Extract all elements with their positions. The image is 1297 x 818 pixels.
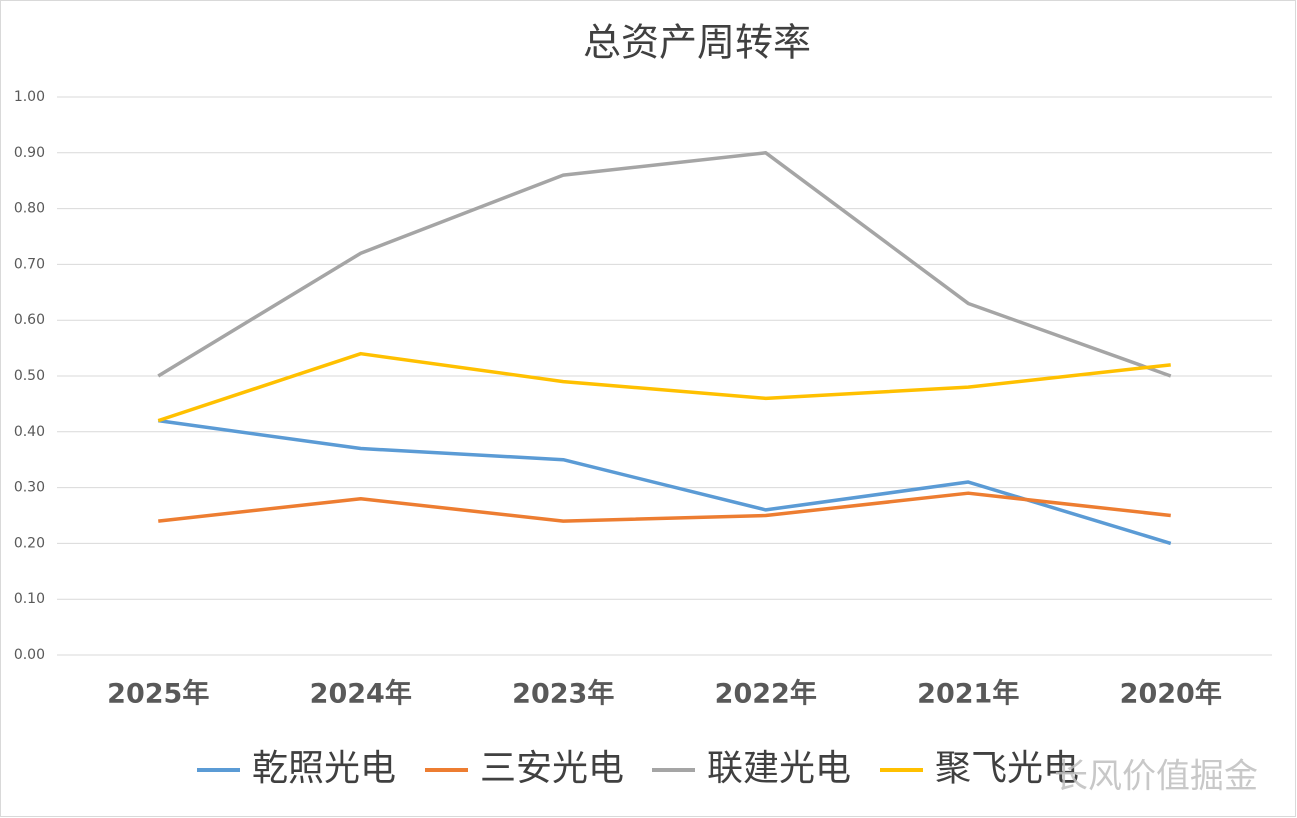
x-tick-label: 2022年 <box>715 678 817 710</box>
y-tick-label: 0.40 <box>14 424 45 440</box>
x-tick-label: 2024年 <box>310 678 412 710</box>
x-tick-label: 2021年 <box>917 678 1019 710</box>
legend-label: 聚飞光电 <box>935 748 1079 789</box>
legend-label: 三安光电 <box>480 748 624 789</box>
legend-label: 联建光电 <box>707 748 851 789</box>
y-tick-label: 1.00 <box>14 89 45 105</box>
x-tick-label: 2023年 <box>512 678 614 710</box>
y-tick-label: 0.30 <box>14 480 45 496</box>
y-tick-label: 0.70 <box>14 256 45 272</box>
y-tick-label: 0.50 <box>14 368 45 384</box>
y-tick-label: 0.00 <box>14 647 45 663</box>
x-tick-label: 2025年 <box>107 678 209 710</box>
series-line <box>157 351 1171 423</box>
y-tick-label: 0.60 <box>14 312 45 328</box>
chart-title: 总资产周转率 <box>583 21 811 65</box>
watermark: 长风价值掘金 <box>1054 757 1258 797</box>
series-line <box>158 418 1172 546</box>
y-tick-label: 0.20 <box>14 535 45 551</box>
y-tick-label: 0.10 <box>14 591 45 607</box>
y-tick-label: 0.90 <box>14 145 45 161</box>
legend-label: 乾照光电 <box>252 748 396 789</box>
x-tick-label: 2020年 <box>1120 678 1222 710</box>
series-line <box>157 151 1172 378</box>
series-line <box>158 491 1171 523</box>
y-tick-label: 0.80 <box>14 201 45 217</box>
